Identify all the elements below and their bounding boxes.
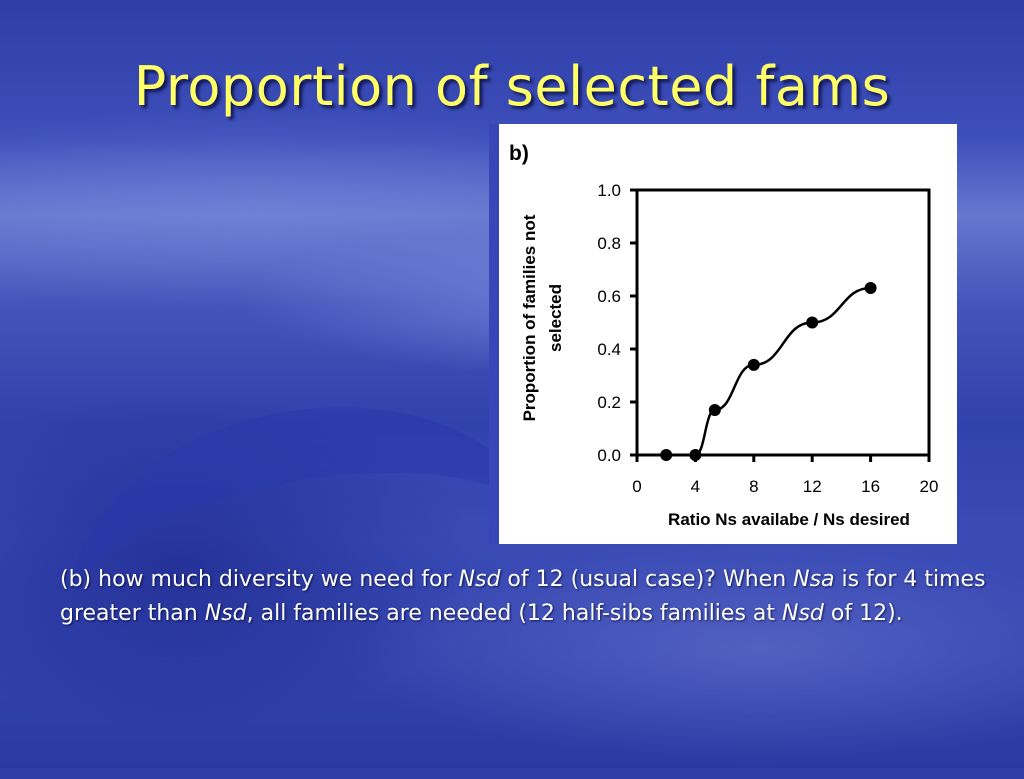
x-axis-label: Ratio Ns availabe / Ns desired bbox=[668, 510, 910, 529]
data-point bbox=[806, 316, 819, 329]
caption-italic-term: Nsa bbox=[793, 567, 835, 592]
y-tick-label: 0.2 bbox=[597, 393, 621, 412]
y-tick-label: 0.0 bbox=[597, 446, 621, 465]
slide-title: Proportion of selected fams bbox=[133, 55, 891, 118]
y-tick-label: 0.6 bbox=[597, 287, 621, 306]
y-tick-label: 0.8 bbox=[597, 234, 621, 253]
figure-panel: b) 0.0 0.2 0.4 0.6 0.8 1.0 0 4 8 12 16 20 Proportio… bbox=[489, 124, 957, 544]
caption-part: is for 4 times greater than bbox=[60, 567, 986, 626]
caption-italic-term: Nsd bbox=[782, 601, 824, 626]
x-tick-label: 8 bbox=[749, 477, 758, 496]
line-chart: b) 0.0 0.2 0.4 0.6 0.8 1.0 0 4 8 12 16 20 Proportio… bbox=[509, 142, 939, 529]
plot-frame bbox=[635, 188, 931, 457]
y-axis-label-line1: Proportion of families not bbox=[520, 214, 539, 421]
caption-part: (b) how much diversity we need for bbox=[60, 567, 459, 592]
x-tick-label: 20 bbox=[920, 477, 939, 496]
panel-label: b) bbox=[509, 142, 529, 165]
y-tick-label: 1.0 bbox=[597, 181, 621, 200]
data-point bbox=[747, 358, 760, 371]
x-tick-label: 0 bbox=[632, 477, 641, 496]
caption-part: , all families are needed (12 half-sibs … bbox=[246, 601, 783, 626]
x-tick-label: 16 bbox=[861, 477, 880, 496]
y-tick-label: 0.4 bbox=[597, 340, 621, 359]
caption-italic-term: Nsd bbox=[458, 567, 501, 592]
y-axis-label-line2: selected bbox=[546, 284, 565, 352]
data-point bbox=[689, 449, 702, 461]
data-point bbox=[660, 449, 673, 461]
caption-part: of 12). bbox=[823, 601, 903, 626]
data-point bbox=[864, 282, 877, 295]
series-line bbox=[666, 286, 871, 457]
caption-italic-term: Nsd bbox=[204, 601, 247, 626]
caption-text: (b) how much diversity we need for Nsd o… bbox=[60, 563, 1000, 631]
data-point bbox=[708, 403, 721, 416]
x-tick-label: 4 bbox=[691, 477, 700, 496]
x-tick-label: 12 bbox=[803, 477, 822, 496]
caption-part: of 12 (usual case)? When bbox=[500, 567, 794, 592]
